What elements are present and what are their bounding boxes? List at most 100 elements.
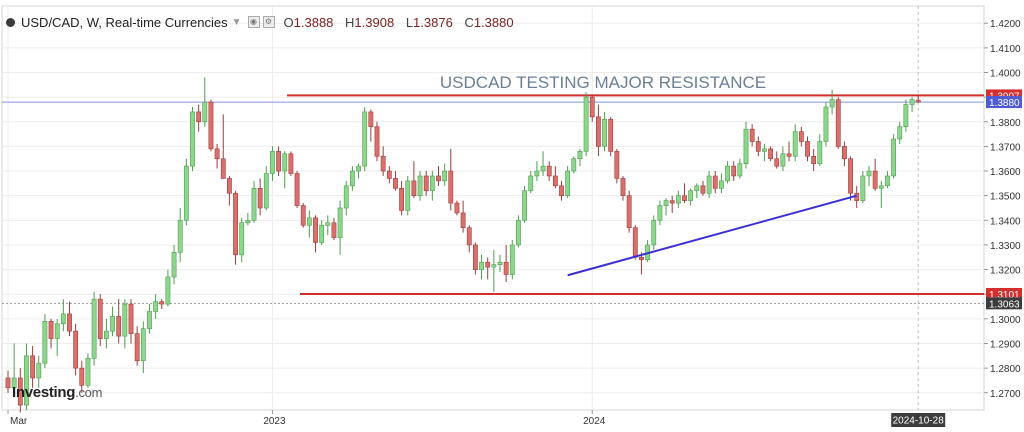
candle-body xyxy=(848,158,853,194)
candle-body xyxy=(466,227,472,246)
candle-body xyxy=(706,175,712,194)
high-value: 1.3908 xyxy=(354,14,395,30)
candle-body xyxy=(565,170,571,196)
candle-body xyxy=(429,175,435,192)
candle-body xyxy=(380,155,386,172)
candle-body xyxy=(485,261,491,268)
candle-body xyxy=(319,224,325,243)
candle-body xyxy=(270,151,275,174)
plot-area xyxy=(1,5,985,411)
candle-body xyxy=(104,330,109,339)
y-tick-label: 1.3500 xyxy=(990,192,1021,203)
candle-body xyxy=(140,328,146,362)
chevron-down-icon[interactable]: ▼ xyxy=(231,16,242,28)
candle-body xyxy=(694,185,700,192)
y-tick-label: 1.3800 xyxy=(990,118,1021,129)
candle-body xyxy=(614,151,620,179)
symbol-title[interactable]: USD/CAD, W, Real-time Currencies xyxy=(21,14,228,30)
status-dot-icon xyxy=(6,17,15,27)
candle-body xyxy=(30,355,35,379)
candle-body xyxy=(472,244,478,270)
low-value: 1.3876 xyxy=(413,14,453,30)
current-date-badge xyxy=(891,413,946,427)
candle-body xyxy=(239,222,245,256)
candle-body xyxy=(657,205,663,221)
prior-low-badge xyxy=(986,297,1022,310)
high-label: H xyxy=(345,14,355,30)
candle-body xyxy=(534,170,540,177)
close-label: C xyxy=(464,14,474,30)
y-tick-label: 1.3000 xyxy=(990,315,1021,326)
candle-body xyxy=(153,301,158,312)
candle-body xyxy=(774,158,780,167)
candle-body xyxy=(743,128,749,164)
candle-body xyxy=(17,377,23,406)
ohlc-readout: O1.3888 H1.3908 L1.3876 C1.3880 xyxy=(284,15,522,30)
candle-body xyxy=(343,185,349,209)
candle-body xyxy=(897,126,903,140)
candle-body xyxy=(417,175,423,196)
candle-body xyxy=(282,153,288,172)
y-tick-label: 1.4100 xyxy=(990,44,1021,55)
candle-body xyxy=(374,126,380,157)
candle-body xyxy=(183,165,189,221)
candle-body xyxy=(171,252,177,278)
candle-body xyxy=(559,185,564,196)
support-trendline xyxy=(567,194,857,277)
x-tick-label: Mar xyxy=(10,416,28,427)
candle-body xyxy=(700,185,706,194)
candle-body xyxy=(829,99,835,108)
candle-body xyxy=(503,261,509,275)
y-tick-label: 1.2900 xyxy=(990,339,1021,350)
candle-body xyxy=(331,222,337,238)
open-label: O xyxy=(283,14,294,30)
chart-header: USD/CAD, W, Real-time Currencies ▼ ◉ ⚙ O… xyxy=(6,12,522,32)
candle-body xyxy=(675,195,681,204)
candle-body xyxy=(208,101,214,150)
candle-body xyxy=(233,192,238,256)
last-price-badge xyxy=(986,96,1022,109)
candle-body xyxy=(546,165,552,177)
candle-body xyxy=(5,377,11,389)
eye-icon[interactable]: ◉ xyxy=(247,16,260,28)
candle-body xyxy=(626,195,632,229)
candle-body xyxy=(337,207,343,238)
candle-body xyxy=(663,200,669,206)
y-tick-label: 1.3700 xyxy=(990,142,1021,153)
candle-body xyxy=(509,244,515,275)
prior-low-badge-label: 1.3063 xyxy=(989,299,1020,310)
axes: 1.27001.28001.29001.30001.31001.32001.33… xyxy=(7,19,1022,427)
candle-body xyxy=(608,119,614,152)
candle-body xyxy=(97,298,103,339)
y-tick-label: 1.3400 xyxy=(990,216,1021,227)
settings-icon[interactable]: ⚙ xyxy=(262,16,275,28)
candle-body xyxy=(909,99,915,105)
candle-body xyxy=(749,128,755,142)
candle-body xyxy=(411,180,417,196)
candle-body xyxy=(227,178,232,194)
candle-body xyxy=(85,357,91,386)
candle-body xyxy=(718,180,724,189)
candle-body xyxy=(42,321,48,364)
current-date-label: 2024-10-28 xyxy=(893,416,945,427)
candle-body xyxy=(780,153,786,167)
candle-body xyxy=(460,212,466,229)
candle-body xyxy=(835,99,841,147)
y-tick-label: 1.2800 xyxy=(990,364,1021,375)
investing-logo: Investing.com xyxy=(12,384,102,401)
low-label: L xyxy=(405,14,414,30)
candle-body xyxy=(300,205,306,226)
candle-body xyxy=(48,321,54,339)
candle-body xyxy=(891,138,896,177)
logo-domain: .com xyxy=(75,385,103,400)
open-value: 1.3888 xyxy=(293,14,334,30)
candle-body xyxy=(620,178,626,196)
y-tick-label: 1.2700 xyxy=(990,389,1021,400)
candle-body xyxy=(325,222,331,226)
candle-body xyxy=(448,170,454,204)
candle-body xyxy=(841,146,847,160)
horizontal-levels xyxy=(2,94,984,304)
candle-body xyxy=(257,187,263,209)
candle-body xyxy=(712,175,718,189)
